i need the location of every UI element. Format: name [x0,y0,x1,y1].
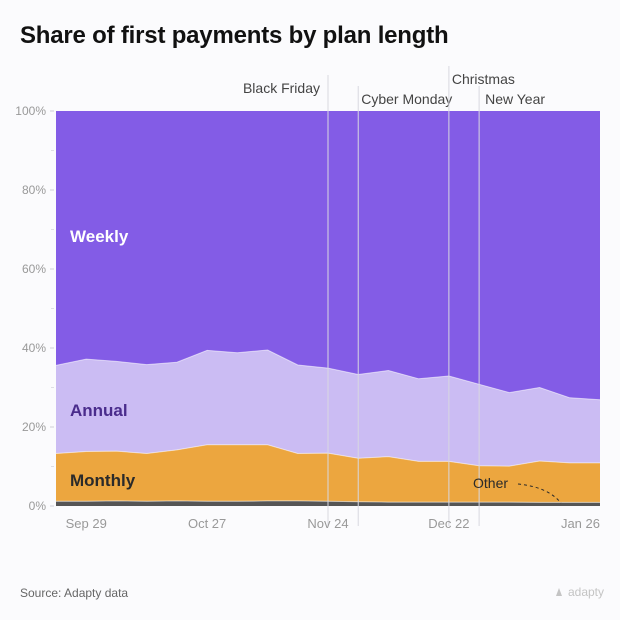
series-label-weekly: Weekly [70,227,129,246]
brand-mark-icon [555,588,562,596]
brand-name: adapty [567,585,604,599]
chart-title: Share of first payments by plan length [20,22,449,49]
y-tick-label: 40% [22,341,46,355]
y-tick-label: 0% [29,499,47,513]
event-label: Cyber Monday [361,91,452,107]
other-leader-line [517,483,562,504]
x-tick-label: Sep 29 [66,516,107,531]
source-note: Source: Adapty data [20,586,129,600]
x-tick-label: Jan 26 [561,516,600,531]
y-tick-label: 20% [22,420,46,434]
event-label: Christmas [452,71,515,87]
event-label: New Year [485,91,545,107]
y-tick-label: 100% [15,104,46,118]
series-label-annual: Annual [70,401,128,420]
series-label-other: Other [473,475,508,491]
event-label: Black Friday [243,80,320,96]
y-tick-label: 60% [22,262,46,276]
x-tick-label: Dec 22 [428,516,469,531]
brand-logo: adapty [554,585,604,599]
y-tick-label: 80% [22,183,46,197]
x-tick-label: Oct 27 [188,516,226,531]
x-tick-label: Nov 24 [307,516,348,531]
series-label-monthly: Monthly [70,471,136,490]
